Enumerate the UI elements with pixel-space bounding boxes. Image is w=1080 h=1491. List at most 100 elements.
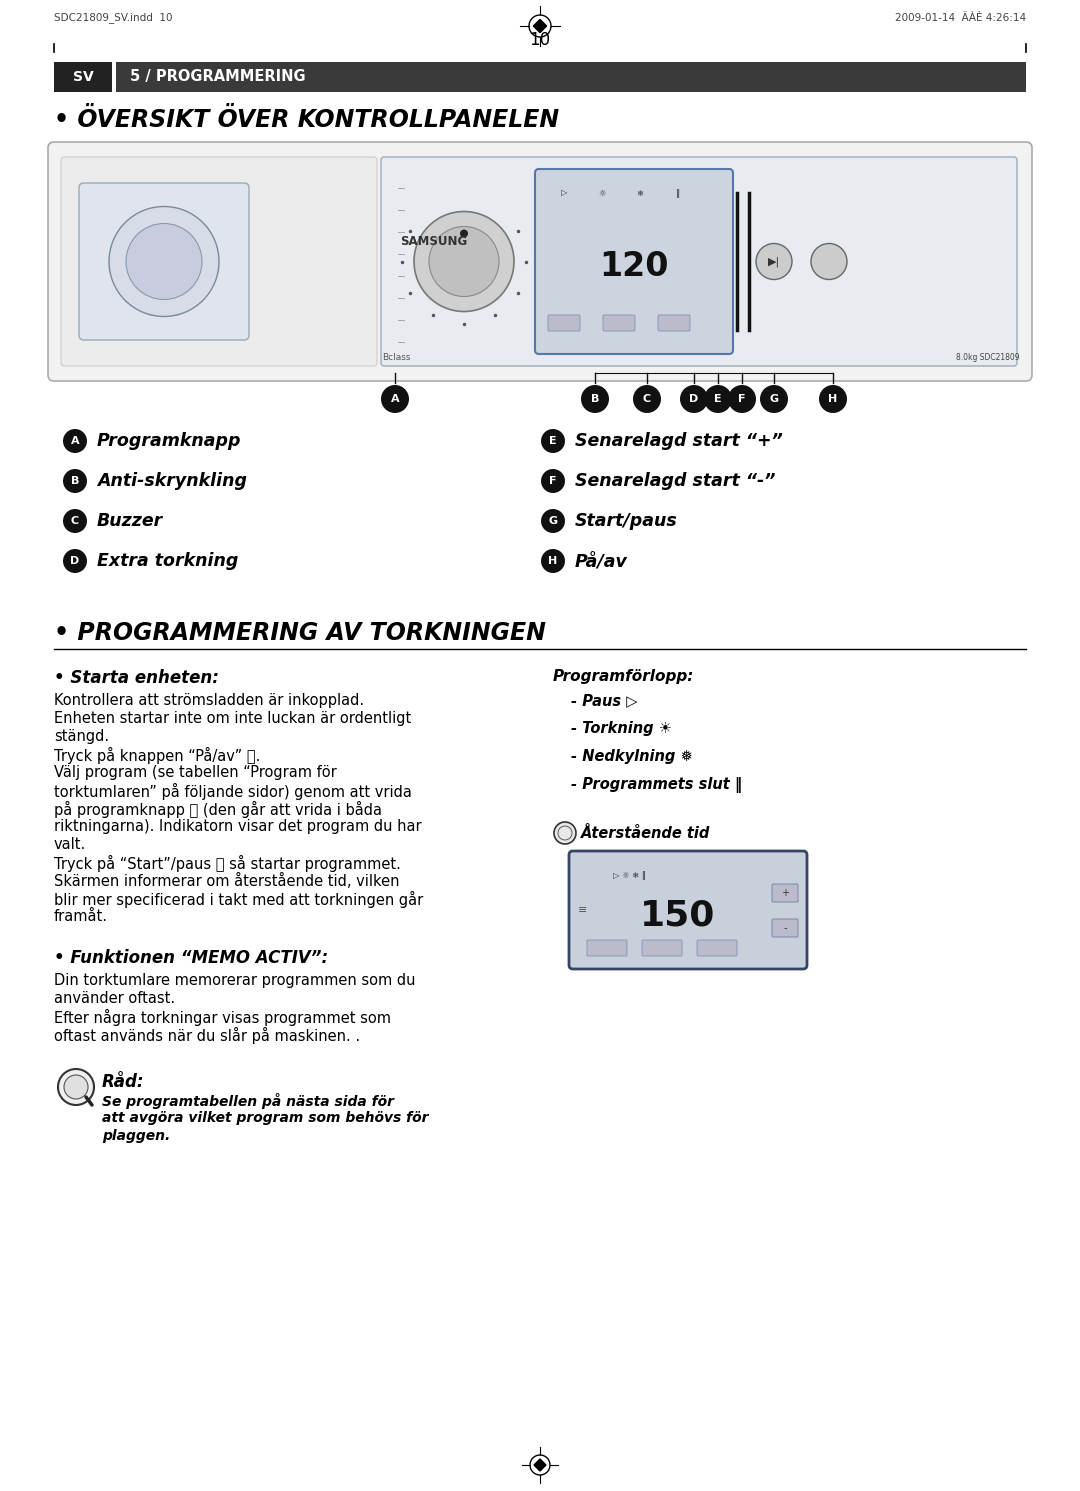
Text: E: E [550,435,557,446]
Circle shape [541,470,565,494]
Text: använder oftast.: använder oftast. [54,992,175,1006]
Text: D: D [689,394,699,404]
Circle shape [554,822,576,844]
Text: Programförlopp:: Programförlopp: [553,669,694,684]
Text: F: F [550,476,557,486]
Text: plaggen.: plaggen. [102,1129,171,1144]
Text: ―: ― [399,250,405,256]
Circle shape [429,227,499,297]
Text: F: F [739,394,746,404]
FancyBboxPatch shape [381,157,1017,365]
Text: H: H [828,394,838,404]
Text: ―: ― [399,295,405,301]
Bar [116,63,1026,92]
Text: 120: 120 [599,250,669,283]
Text: ▶|: ▶| [768,256,780,267]
Text: valt.: valt. [54,836,86,851]
Text: ‖: ‖ [676,188,680,197]
Text: Senarelagd start “-”: Senarelagd start “-” [575,473,775,491]
Text: - Programmets slut ‖: - Programmets slut ‖ [571,777,742,793]
Circle shape [633,385,661,413]
Text: D: D [70,556,80,567]
Text: Efter några torkningar visas programmet som: Efter några torkningar visas programmet … [54,1009,391,1026]
FancyBboxPatch shape [535,168,733,353]
Text: • ÖVERSIKT ÖVER KONTROLLPANELEN: • ÖVERSIKT ÖVER KONTROLLPANELEN [54,107,559,133]
Bar [54,63,112,92]
Text: C: C [71,516,79,526]
Circle shape [756,243,792,279]
Text: +: + [781,889,789,898]
Text: • Starta enheten:: • Starta enheten: [54,669,219,687]
Text: SV: SV [72,70,93,83]
Text: SDC21809_SV.indd  10: SDC21809_SV.indd 10 [54,12,173,24]
Text: SAMSUNG: SAMSUNG [401,236,468,248]
Text: Skärmen informerar om återstående tid, vilken: Skärmen informerar om återstående tid, v… [54,874,400,889]
Text: framåt.: framåt. [54,910,108,924]
FancyBboxPatch shape [772,918,798,936]
Text: - Torkning ☀: - Torkning ☀ [571,722,672,737]
Circle shape [381,385,409,413]
Circle shape [63,470,87,494]
Text: På/av: På/av [575,552,627,570]
FancyBboxPatch shape [548,315,580,331]
Text: ▷ ☼ ❄ ‖: ▷ ☼ ❄ ‖ [613,871,646,880]
Circle shape [109,206,219,316]
Text: A: A [391,394,400,404]
Text: Programknapp: Programknapp [97,432,242,450]
Circle shape [63,429,87,453]
Text: 10: 10 [529,31,551,49]
Text: Start/paus: Start/paus [575,511,678,529]
Circle shape [811,243,847,279]
FancyBboxPatch shape [642,939,681,956]
Polygon shape [534,1460,546,1472]
Circle shape [414,212,514,312]
Polygon shape [534,19,546,33]
FancyBboxPatch shape [588,939,627,956]
Circle shape [704,385,732,413]
Text: • Funktionen “MEMO ACTIV”:: • Funktionen “MEMO ACTIV”: [54,948,328,968]
Circle shape [64,1075,87,1099]
Text: Tryck på knappen “På/av” Ⓗ.: Tryck på knappen “På/av” Ⓗ. [54,747,260,763]
Text: E: E [714,394,721,404]
Circle shape [541,508,565,532]
Text: 5 / PROGRAMMERING: 5 / PROGRAMMERING [130,70,306,85]
Text: ―: ― [399,230,405,236]
Text: G: G [549,516,557,526]
Text: Välj program (se tabellen “Program för: Välj program (se tabellen “Program för [54,765,337,780]
Text: torktumlaren” på följande sidor) genom att vrida: torktumlaren” på följande sidor) genom a… [54,783,411,801]
Text: Råd:: Råd: [102,1074,145,1091]
Text: oftast används när du slår på maskinen. .: oftast används när du slår på maskinen. … [54,1027,360,1044]
Text: ―: ― [399,185,405,191]
Circle shape [728,385,756,413]
Text: Kontrollera att strömsladden är inkopplad.: Kontrollera att strömsladden är inkoppla… [54,693,364,708]
Text: ―: ― [399,273,405,279]
Circle shape [58,1069,94,1105]
Text: blir mer specificerad i takt med att torkningen går: blir mer specificerad i takt med att tor… [54,892,423,908]
Text: riktningarna). Indikatorn visar det program du har: riktningarna). Indikatorn visar det prog… [54,819,421,833]
Text: H: H [549,556,557,567]
Text: Återstående tid: Återstående tid [581,826,711,841]
Text: B: B [71,476,79,486]
Text: 150: 150 [640,898,716,932]
Text: Se programtabellen på nästa sida för: Se programtabellen på nästa sida för [102,1093,394,1109]
Text: B: B [591,394,599,404]
FancyBboxPatch shape [697,939,737,956]
Text: 8.0kg SDC21809: 8.0kg SDC21809 [956,352,1020,361]
Text: ☼: ☼ [598,188,606,197]
Text: på programknapp Ⓐ (den går att vrida i båda: på programknapp Ⓐ (den går att vrida i b… [54,801,382,819]
Circle shape [558,826,572,839]
Text: ―: ― [399,318,405,324]
Text: Enheten startar inte om inte luckan är ordentligt: Enheten startar inte om inte luckan är o… [54,711,411,726]
Text: ―: ― [399,207,405,213]
Text: Senarelagd start “+”: Senarelagd start “+” [575,432,783,450]
FancyBboxPatch shape [772,884,798,902]
Circle shape [680,385,708,413]
Text: Anti-skrynkling: Anti-skrynkling [97,473,247,491]
Circle shape [63,508,87,532]
Circle shape [63,549,87,573]
Text: Buzzer: Buzzer [97,511,163,529]
Circle shape [126,224,202,300]
Circle shape [460,230,468,237]
Text: - Paus ▷: - Paus ▷ [571,693,637,708]
Text: Tryck på “Start”/paus Ⓖ så startar programmet.: Tryck på “Start”/paus Ⓖ så startar progr… [54,854,401,872]
